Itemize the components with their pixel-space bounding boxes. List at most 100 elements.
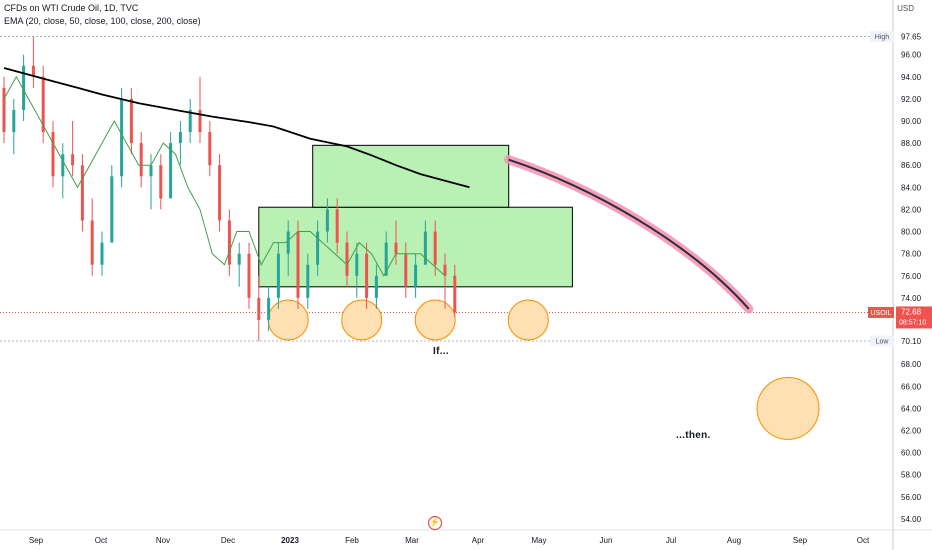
high-badge: High 97.65: [870, 30, 922, 42]
candle-body: [2, 87, 6, 133]
x-tick-label: Jul: [666, 536, 676, 545]
y-tick-label: 74.00: [901, 294, 922, 303]
then-annotation: ...then.: [676, 430, 711, 441]
chart-title: CFDs on WTI Crude Oil, 1D, TVC: [4, 3, 139, 13]
countdown-value: 08:57:10: [899, 319, 926, 326]
candle-body: [404, 253, 408, 287]
y-tick-label: 80.00: [901, 228, 922, 237]
y-tick-label: 92.00: [901, 95, 922, 104]
candle-body: [149, 165, 153, 177]
candle-body: [120, 98, 124, 177]
candle-body: [80, 165, 84, 221]
candle-body: [31, 65, 35, 77]
x-tick-label: Dec: [221, 536, 235, 545]
if-annotation: If...: [433, 346, 449, 357]
y-tick-label: 62.00: [901, 427, 922, 436]
candle-body: [365, 253, 369, 298]
candle-body: [257, 297, 261, 320]
candle-body: [51, 132, 55, 177]
tradingview-logo-icon[interactable]: ⚡: [428, 516, 442, 530]
x-tick-label: Sep: [29, 536, 44, 545]
currency-unit: USD: [897, 4, 914, 13]
indicator-label[interactable]: EMA (20, close, 50, close, 100, close, 2…: [4, 16, 201, 26]
x-tick-label: Nov: [156, 536, 170, 545]
candle-body: [61, 154, 65, 177]
y-tick-label: 90.00: [901, 117, 922, 126]
candle-body: [335, 209, 339, 243]
ema-200-line: [3, 67, 470, 189]
candle-body: [188, 109, 192, 133]
candle-body: [169, 143, 173, 199]
candle-body: [267, 297, 271, 320]
last-price-badge: USOIL 72.68 08:57:10: [868, 306, 932, 329]
y-tick-label: 86.00: [901, 161, 922, 170]
ema-layer: [3, 67, 470, 277]
candle-body: [159, 165, 163, 199]
x-tick-label: Mar: [405, 536, 419, 545]
time-axis[interactable]: Sep Oct Nov Dec 2023 Feb Mar Apr May Jun Jul Aug Sep…: [29, 536, 870, 545]
last-price-value: 72.68: [901, 307, 922, 316]
candle-body: [316, 231, 320, 265]
y-tick-label: 64.00: [901, 404, 922, 413]
candle-body: [129, 98, 133, 144]
candle-body: [384, 242, 388, 276]
y-tick-label: 96.00: [901, 51, 922, 60]
candle-body: [208, 132, 212, 166]
candle-body: [247, 253, 251, 298]
candle-body: [374, 275, 378, 298]
support-touch-1: [267, 299, 309, 341]
candle-body: [276, 253, 280, 298]
candle-body: [414, 264, 418, 287]
candle-body: [306, 264, 310, 298]
candle-body: [423, 231, 427, 265]
candle-body: [218, 165, 222, 221]
candle-body: [110, 176, 114, 243]
candle-body: [296, 231, 300, 298]
candle-body: [227, 220, 231, 265]
candle-body: [178, 132, 182, 144]
symbol-label: USOIL: [870, 310, 891, 317]
x-tick-label: Feb: [345, 536, 359, 545]
candle-body: [90, 220, 94, 265]
y-tick-label: 54.00: [901, 515, 922, 524]
low-badge: Low 70.10: [870, 335, 922, 347]
projection-layer: [504, 155, 754, 314]
y-tick-label: 56.00: [901, 493, 922, 502]
y-tick-label: 76.00: [901, 272, 922, 281]
candle-body: [71, 154, 75, 166]
y-tick-label: 84.00: [901, 183, 922, 192]
low-badge-value: 70.10: [901, 337, 922, 346]
high-badge-label: High: [875, 34, 890, 41]
y-tick-label: 66.00: [901, 382, 922, 391]
candle-body: [139, 143, 143, 177]
x-tick-label: Aug: [727, 536, 741, 545]
candle-body: [453, 275, 457, 313]
candle-body: [394, 242, 398, 254]
candle-body: [198, 109, 202, 133]
candle-body: [22, 65, 26, 110]
target: [756, 376, 820, 440]
candle-body: [433, 231, 437, 265]
candles-layer: [2, 36, 457, 341]
y-tick-label: 78.00: [901, 250, 922, 259]
x-tick-label: Sep: [793, 536, 808, 545]
low-badge-label: Low: [876, 338, 890, 345]
candle-body: [12, 109, 16, 133]
y-tick-label: 60.00: [901, 449, 922, 458]
x-tick-label: May: [531, 536, 546, 545]
candle-body: [237, 253, 241, 265]
y-tick-label: 58.00: [901, 471, 922, 480]
candle-body: [286, 231, 290, 254]
projection-line: [508, 158, 750, 310]
price-axis[interactable]: 54.00 56.00 58.00 60.00 62.00 64.00 66.00 68.00…: [901, 51, 922, 524]
x-tick-label: Oct: [95, 536, 108, 545]
candle-body: [443, 264, 447, 276]
candle-body: [355, 253, 359, 276]
candle-body: [345, 242, 349, 276]
ema-20-line: [3, 75, 446, 277]
x-tick-label: 2023: [281, 536, 299, 545]
x-tick-label: Jun: [600, 536, 613, 545]
high-badge-value: 97.65: [901, 32, 922, 41]
y-tick-label: 68.00: [901, 360, 922, 369]
